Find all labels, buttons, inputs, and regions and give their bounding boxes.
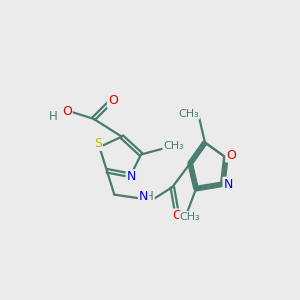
Text: H: H [145, 190, 154, 203]
Text: N: N [139, 190, 148, 203]
Text: H: H [49, 110, 58, 123]
Text: O: O [172, 209, 182, 223]
Text: O: O [108, 94, 118, 107]
Text: N: N [224, 178, 233, 191]
Text: CH₃: CH₃ [164, 140, 184, 151]
Text: CH₃: CH₃ [178, 109, 199, 119]
Text: O: O [226, 148, 236, 162]
Text: CH₃: CH₃ [180, 212, 200, 222]
Text: S: S [94, 137, 102, 150]
Text: N: N [127, 170, 136, 183]
Text: O: O [62, 105, 72, 118]
